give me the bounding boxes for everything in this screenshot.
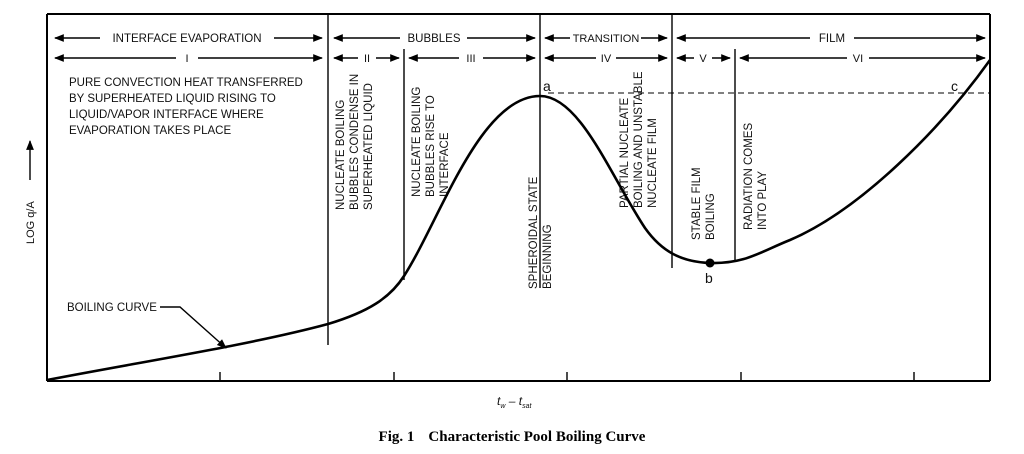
zone-vi-note-line: INTO PLAY [757, 171, 769, 230]
zone-iii-note-line: INTERFACE [439, 132, 451, 197]
zone-v-description: STABLE FILM BOILING [691, 167, 717, 240]
boiling-curve [46, 59, 992, 382]
point-a-label: a [543, 78, 551, 94]
x-label-minus: – t [505, 394, 522, 408]
zone-iv: IV [601, 53, 612, 65]
spheroidal-note-line: BEGINNING [542, 224, 554, 289]
zone-vi: VI [853, 53, 863, 65]
boiling-curve-leader [160, 306, 227, 349]
point-c-label: c [951, 78, 958, 94]
zone-vi-note-line: RADIATION COMES [743, 123, 755, 230]
figure-title: Characteristic Pool Boiling Curve [428, 429, 645, 445]
x-axis-label: tw – tsat [497, 394, 532, 410]
zone-iii-description: NUCLEATE BOILING BUBBLES RISE TO INTERFA… [411, 87, 451, 197]
zone-v-note-line: STABLE FILM [691, 167, 703, 240]
zone-i-note-line: BY SUPERHEATED LIQUID RISING TO [69, 93, 276, 105]
regime-interface-evaporation: INTERFACE EVAPORATION [112, 33, 261, 45]
regime-bubbles: BUBBLES [407, 33, 460, 45]
regime-film: FILM [819, 33, 845, 45]
zone-i-description: PURE CONVECTION HEAT TRANSFERRED BY SUPE… [69, 77, 303, 137]
y-axis-label: LOG q/A [25, 201, 37, 244]
zone-i-note-line: PURE CONVECTION HEAT TRANSFERRED [69, 77, 303, 89]
figure-number: Fig. 1 [379, 429, 415, 445]
spheroidal-note-line: SPHEROIDAL STATE [528, 176, 540, 289]
zone-iv-note-line: BOILING AND UNSTABLE [633, 71, 645, 208]
zone-iii-note-line: NUCLEATE BOILING [411, 87, 423, 197]
x-label-sub-w: w [500, 403, 506, 410]
point-b-label: b [705, 270, 713, 286]
zone-iv-note-line: PARTIAL NUCLEATE [619, 98, 631, 208]
x-label-sub-sat: sat [522, 403, 532, 410]
zone-v: V [699, 53, 707, 65]
zone-v-note-line: BOILING [705, 193, 717, 240]
spheroidal-description: SPHEROIDAL STATE BEGINNING [528, 176, 554, 289]
regime-transition: TRANSITION [573, 33, 640, 45]
x-label-t: t [497, 394, 501, 408]
boiling-curve-label: BOILING CURVE [67, 302, 157, 314]
point-b-marker [705, 258, 715, 268]
zone-iii: III [466, 53, 475, 65]
zone-iii-note-line: BUBBLES RISE TO [425, 95, 437, 197]
figure-caption: Fig. 1 Characteristic Pool Boiling Curve [379, 429, 646, 445]
zone-ii-note-line: SUPERHEATED LIQUID [363, 83, 375, 210]
zone-ii-description: NUCLEATE BOILING BUBBLES CONDENSE IN SUP… [335, 74, 375, 210]
zone-iv-note-line: NUCLEATE FILM [647, 118, 659, 208]
zone-i: I [185, 53, 188, 65]
zone-i-note-line: LIQUID/VAPOR INTERFACE WHERE [69, 109, 264, 121]
zone-iv-description: PARTIAL NUCLEATE BOILING AND UNSTABLE NU… [619, 71, 659, 208]
zone-vi-description: RADIATION COMES INTO PLAY [743, 123, 769, 230]
zone-ii-note-line: BUBBLES CONDENSE IN [349, 74, 361, 210]
zone-ii: II [364, 53, 370, 65]
zone-ii-note-line: NUCLEATE BOILING [335, 100, 347, 210]
zone-i-note-line: EVAPORATION TAKES PLACE [69, 125, 231, 137]
